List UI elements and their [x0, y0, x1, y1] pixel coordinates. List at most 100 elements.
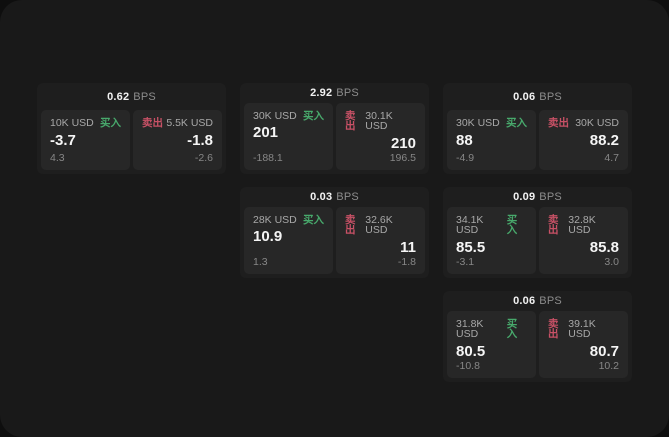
- sell-price: 88.2: [589, 131, 619, 149]
- quote-body: 31.8K USD 买入 80.5 -10.8 卖出 39.1K USD 80.…: [443, 310, 632, 383]
- sell-delta: 10.2: [598, 360, 619, 372]
- sell-panel[interactable]: 卖出 39.1K USD 80.7 10.2: [539, 310, 628, 378]
- buy-tag: 买入: [303, 213, 324, 226]
- quote-card: 0.03 BPS 28K USD 买入 10.9 1.3 卖出 32.6K US…: [240, 187, 429, 278]
- bps-value: 0.06: [513, 294, 536, 307]
- sell-tag: 卖出: [142, 117, 163, 129]
- buy-tag: 买入: [100, 117, 121, 129]
- quote-card: 0.62 BPS 10K USD 买入 -3.7 4.3 卖出 5.5K USD: [37, 83, 226, 174]
- bps-value: 2.92: [310, 86, 333, 99]
- quote-card: 0.09 BPS 34.1K USD 买入 85.5 -3.1 卖出 32.8K…: [443, 187, 632, 278]
- bps-unit-label: BPS: [336, 86, 359, 99]
- sell-notional: 5.5K USD: [166, 117, 213, 129]
- buy-price: 85.5: [456, 238, 486, 256]
- sell-tag: 卖出: [548, 213, 559, 236]
- buy-tag: 买入: [303, 109, 324, 122]
- sell-delta: -1.8: [397, 256, 416, 268]
- buy-panel-top: 34.1K USD 买入: [456, 213, 527, 236]
- buy-notional: 30K USD: [456, 117, 500, 129]
- sell-tag: 卖出: [548, 117, 569, 129]
- buy-price: 80.5: [456, 342, 486, 360]
- buy-price: 10.9: [253, 228, 283, 245]
- buy-panel-top: 10K USD 买入: [50, 118, 121, 129]
- sell-panel[interactable]: 卖出 30.1K USD 210 196.5: [336, 102, 425, 170]
- sell-delta: -2.6: [194, 152, 213, 164]
- bps-value: 0.06: [513, 90, 536, 103]
- bps-unit-label: BPS: [539, 190, 562, 203]
- quote-card: 0.06 BPS 31.8K USD 买入 80.5 -10.8 卖出 39.1…: [443, 291, 632, 382]
- buy-panel[interactable]: 30K USD 买入 88 -4.9: [447, 110, 536, 170]
- sell-notional: 30K USD: [575, 117, 619, 129]
- bps-header: 0.06 BPS: [443, 83, 632, 110]
- sell-panel-top: 卖出 39.1K USD: [548, 317, 619, 340]
- sell-notional: 32.8K USD: [568, 213, 596, 236]
- sell-panel[interactable]: 卖出 32.8K USD 85.8 3.0: [539, 206, 628, 274]
- sell-price: 11: [400, 238, 416, 256]
- bps-unit-label: BPS: [336, 190, 359, 203]
- buy-panel[interactable]: 10K USD 买入 -3.7 4.3: [41, 110, 130, 170]
- buy-delta: -188.1: [253, 152, 283, 164]
- sell-price: 210: [390, 134, 416, 152]
- buy-delta: -3.1: [456, 256, 475, 268]
- bps-header: 0.03 BPS: [240, 187, 429, 207]
- sell-tag: 卖出: [345, 213, 356, 236]
- buy-notional: 10K USD: [50, 117, 94, 129]
- sell-panel-top: 卖出 32.8K USD: [548, 213, 619, 236]
- buy-notional: 30K USD: [253, 109, 297, 122]
- sell-tag: 卖出: [548, 317, 559, 340]
- bps-value: 0.03: [310, 190, 333, 203]
- sell-tag: 卖出: [345, 109, 356, 132]
- bps-header: 2.92 BPS: [240, 83, 429, 103]
- quote-body: 10K USD 买入 -3.7 4.3 卖出 5.5K USD -1.8 -2.…: [37, 110, 226, 174]
- buy-tag: 买入: [506, 213, 518, 236]
- quote-body: 30K USD 买入 201 -188.1 卖出 30.1K USD 210 1…: [240, 102, 429, 175]
- sell-panel[interactable]: 卖出 5.5K USD -1.8 -2.6: [133, 110, 222, 170]
- buy-panel-top: 30K USD 买入: [253, 109, 324, 122]
- bps-header: 0.09 BPS: [443, 187, 632, 207]
- buy-price: 201: [253, 124, 279, 141]
- sell-panel-top: 卖出 5.5K USD: [142, 118, 213, 129]
- buy-notional: 28K USD: [253, 213, 297, 226]
- buy-panel-top: 31.8K USD 买入: [456, 317, 527, 340]
- quote-card: 2.92 BPS 30K USD 买入 201 -188.1 卖出 30.1K …: [240, 83, 429, 174]
- sell-panel[interactable]: 卖出 30K USD 88.2 4.7: [539, 110, 628, 170]
- buy-price: 88: [456, 131, 473, 149]
- buy-notional: 34.1K USD: [456, 213, 484, 236]
- buy-panel[interactable]: 28K USD 买入 10.9 1.3: [244, 206, 333, 274]
- bps-header: 0.06 BPS: [443, 291, 632, 311]
- buy-delta: 4.3: [50, 152, 65, 164]
- quote-body: 34.1K USD 买入 85.5 -3.1 卖出 32.8K USD 85.8…: [443, 206, 632, 279]
- quote-grid: 0.62 BPS 10K USD 买入 -3.7 4.3 卖出 5.5K USD: [37, 83, 632, 382]
- buy-delta: 1.3: [253, 256, 268, 268]
- sell-panel-top: 卖出 32.6K USD: [345, 213, 416, 236]
- quote-body: 28K USD 买入 10.9 1.3 卖出 32.6K USD 11 -1.8: [240, 206, 429, 279]
- bps-unit-label: BPS: [133, 90, 156, 103]
- sell-price: -1.8: [187, 131, 213, 149]
- sell-notional: 30.1K USD: [365, 109, 393, 132]
- bps-header: 0.62 BPS: [37, 83, 226, 110]
- buy-delta: -4.9: [456, 152, 475, 164]
- sell-panel[interactable]: 卖出 32.6K USD 11 -1.8: [336, 206, 425, 274]
- buy-price: -3.7: [50, 131, 76, 149]
- bps-unit-label: BPS: [539, 90, 562, 103]
- buy-tag: 买入: [506, 317, 518, 340]
- bps-unit-label: BPS: [539, 294, 562, 307]
- buy-panel[interactable]: 34.1K USD 买入 85.5 -3.1: [447, 206, 536, 274]
- bps-value: 0.62: [107, 90, 130, 103]
- buy-notional: 31.8K USD: [456, 317, 484, 340]
- buy-delta: -10.8: [456, 360, 480, 372]
- sell-price: 80.7: [589, 342, 619, 360]
- buy-panel-top: 28K USD 买入: [253, 213, 324, 226]
- sell-panel-top: 卖出 30.1K USD: [345, 109, 416, 132]
- sell-delta: 3.0: [604, 256, 619, 268]
- buy-panel-top: 30K USD 买入: [456, 118, 527, 129]
- buy-panel[interactable]: 31.8K USD 买入 80.5 -10.8: [447, 310, 536, 378]
- sell-delta: 196.5: [389, 152, 416, 164]
- sell-delta: 4.7: [604, 152, 619, 164]
- buy-panel[interactable]: 30K USD 买入 201 -188.1: [244, 102, 333, 170]
- sell-notional: 32.6K USD: [365, 213, 393, 236]
- sell-panel-top: 卖出 30K USD: [548, 118, 619, 129]
- buy-tag: 买入: [506, 117, 527, 129]
- sell-notional: 39.1K USD: [568, 317, 596, 340]
